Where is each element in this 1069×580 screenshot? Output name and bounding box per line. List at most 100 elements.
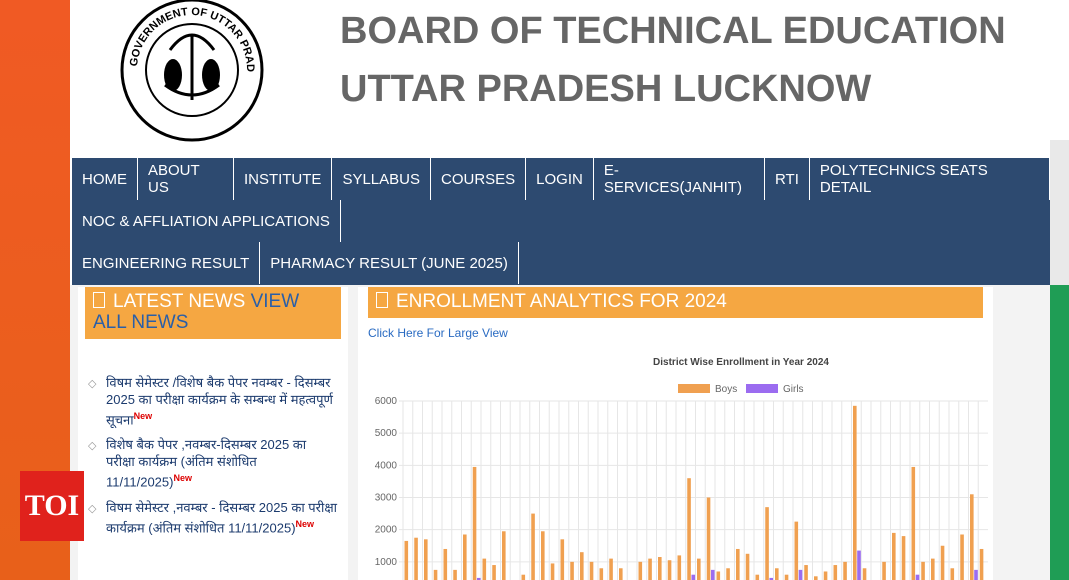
news-text: विशेष बैक पेपर ,नवम्बर-दिसम्बर 2025 का प…: [106, 437, 307, 490]
bar: [424, 539, 428, 580]
view-all-link[interactable]: VIEW ALL NEWS: [93, 291, 300, 333]
bar: [784, 574, 789, 580]
bar: [531, 513, 535, 580]
legend-swatch: [678, 384, 710, 393]
bar: [950, 568, 955, 580]
nav-item[interactable]: E-SERVICES(JANHIT): [594, 158, 765, 200]
bar: [853, 405, 857, 580]
nav-item[interactable]: ENGINEERING RESULT: [72, 242, 261, 284]
news-text: विषम सेमेस्टर /विशेष बैक पेपर नवम्बर - द…: [106, 375, 333, 428]
new-badge: New: [173, 473, 192, 484]
bar: [769, 577, 774, 580]
nav-item[interactable]: LOGIN: [526, 158, 594, 200]
bar: [609, 558, 613, 580]
new-badge: New: [295, 518, 315, 529]
y-tick-label: 1000: [375, 557, 398, 568]
site-title: BOARD OF TECHNICAL EDUCATION UTTAR PRADE…: [340, 2, 1006, 118]
chart-title: District Wise Enrollment in Year 2024: [653, 357, 829, 368]
bar: [697, 558, 701, 580]
news-text: विषम सेमेस्टर ,नवम्बर - दिसम्बर 2025 का …: [106, 499, 338, 535]
watermark: TOI: [20, 471, 84, 541]
emblem: GOVERNMENT OF UTTAR PRADESH: [115, 0, 264, 142]
bar: [804, 565, 808, 580]
bar: [814, 576, 818, 580]
bar: [843, 561, 847, 580]
legend-label: Boys: [715, 384, 737, 395]
news-panel: LATEST NEWS VIEW ALL NEWS विषम सेमेस्टर …: [78, 287, 348, 580]
bar: [901, 536, 906, 580]
bar: [599, 568, 604, 580]
bar: [414, 537, 418, 580]
bar: [463, 534, 467, 580]
nav-bar: HOME ABOUT US INSTITUTE SYLLABUS COURSES LOGI…: [72, 158, 1050, 285]
bar: [755, 574, 760, 580]
bar: [921, 561, 925, 580]
news-item[interactable]: विशेष बैक पेपर ,नवम्बर-दिसम्बर 2025 का प…: [88, 436, 338, 490]
y-tick-label: 3000: [375, 493, 398, 504]
nav-item[interactable]: NOC & AFFLIATION APPLICATIONS: [72, 200, 341, 242]
nav-item[interactable]: HOME: [72, 158, 138, 200]
bar: [502, 531, 506, 580]
bar: [658, 557, 662, 580]
bar: [726, 568, 730, 580]
bar: [648, 558, 652, 580]
nav-item[interactable]: COURSES: [431, 158, 527, 200]
bar: [433, 569, 438, 580]
y-tick-label: 5000: [375, 428, 398, 439]
bar: [911, 466, 916, 580]
nav-row: HOME ABOUT US INSTITUTE SYLLABUS COURSES LOGI…: [72, 158, 1050, 200]
bar: [541, 531, 545, 580]
large-view-link[interactable]: Click Here For Large View: [368, 326, 508, 340]
bar: [833, 565, 838, 580]
bar: [862, 568, 867, 580]
bar: [974, 569, 978, 580]
nav-row: ENGINEERING RESULT PHARMACY RESULT (JUNE …: [72, 242, 1050, 284]
bar: [560, 539, 565, 580]
bar: [570, 561, 574, 580]
bar: [710, 569, 715, 580]
green-strip: [1050, 285, 1069, 580]
chart: District Wise Enrollment in Year 2024 Boy…: [375, 357, 988, 580]
bar: [619, 568, 623, 580]
news-item[interactable]: विषम सेमेस्टर ,नवम्बर - दिसम्बर 2025 का …: [88, 499, 338, 536]
bar: [979, 548, 984, 580]
y-tick-label: 4000: [375, 460, 398, 471]
bar: [940, 545, 945, 580]
bar: [667, 560, 672, 580]
bar: [691, 574, 696, 580]
grey-strip: [1050, 140, 1069, 285]
bar: [706, 497, 711, 580]
legend-swatch: [746, 384, 778, 393]
bar: [915, 574, 920, 580]
bar: [716, 571, 721, 580]
nav-item[interactable]: POLYTECHNICS SEATS DETAIL: [810, 158, 1050, 200]
bar: [580, 552, 584, 580]
nav-item[interactable]: INSTITUTE: [234, 158, 333, 200]
bar: [472, 466, 477, 580]
bar: [857, 550, 861, 580]
bar: [476, 577, 481, 580]
bar: [892, 532, 896, 580]
nav-item[interactable]: RTI: [765, 158, 810, 200]
news-title: LATEST NEWS: [113, 291, 246, 312]
news-item[interactable]: विषम सेमेस्टर /विशेष बैक पेपर नवम्बर - द…: [88, 374, 338, 428]
bar: [882, 561, 886, 580]
legend-label: Girls: [783, 384, 804, 395]
bar: [794, 521, 799, 580]
bar: [482, 558, 487, 580]
bar: [931, 558, 935, 580]
bar: [521, 574, 526, 580]
analytics-panel: ENROLLMENT ANALYTICS FOR 2024 Click Here…: [358, 287, 993, 580]
bar: [970, 494, 974, 580]
bar: [550, 563, 555, 580]
bar: [404, 540, 409, 580]
title-line: UTTAR PRADESH LUCKNOW: [340, 68, 872, 110]
new-badge: New: [133, 411, 153, 421]
nav-item[interactable]: SYLLABUS: [332, 158, 431, 200]
nav-item[interactable]: ABOUT US: [138, 158, 234, 200]
bar: [960, 534, 964, 580]
nav-item[interactable]: PHARMACY RESULT (JUNE 2025): [260, 242, 519, 284]
bar: [775, 568, 779, 580]
bar: [443, 548, 448, 580]
bar: [736, 548, 740, 580]
